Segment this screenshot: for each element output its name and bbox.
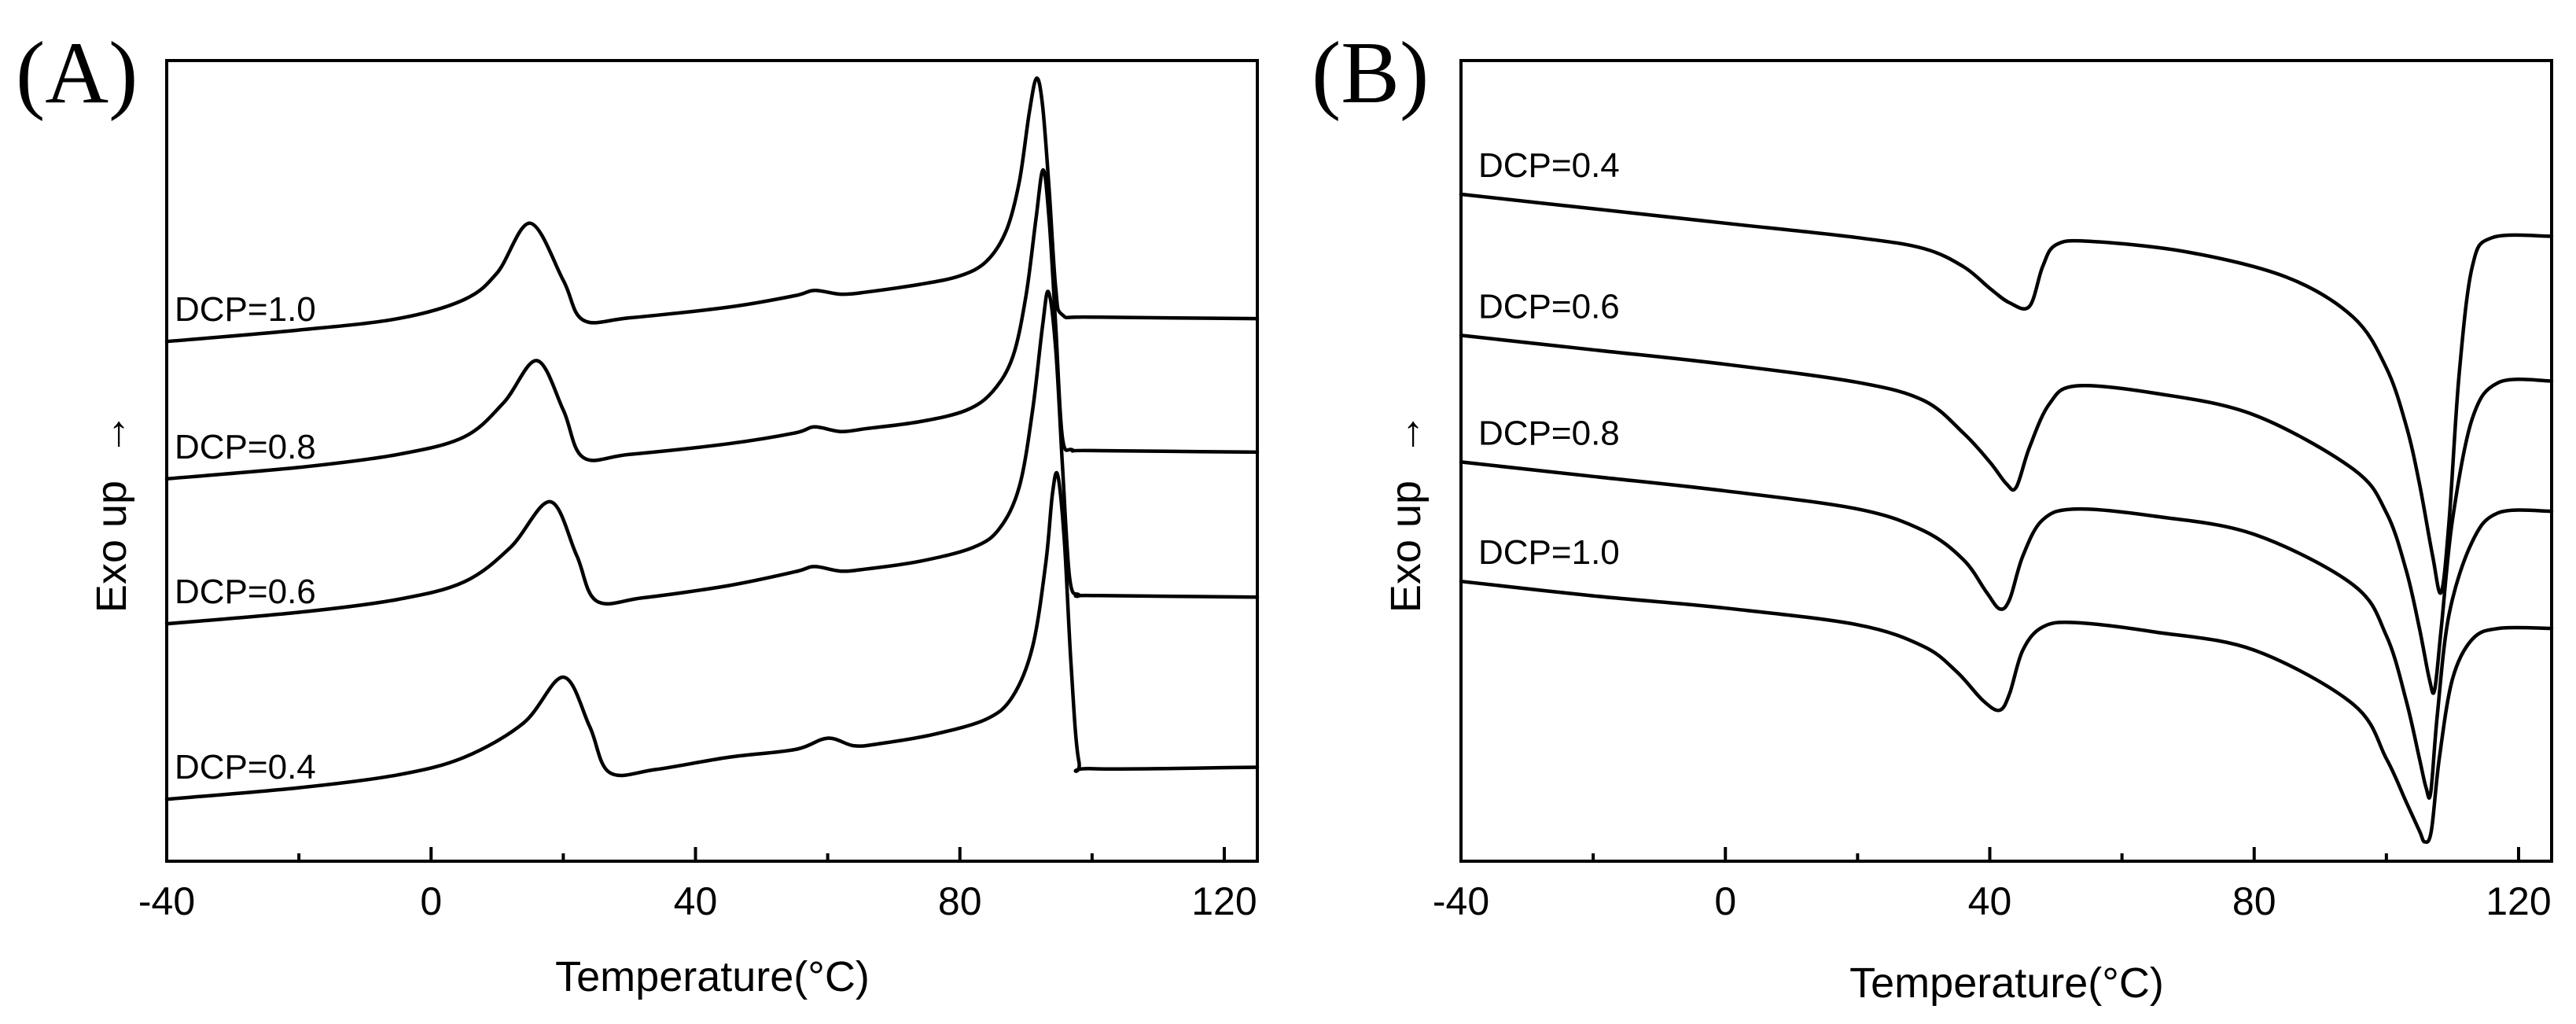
series-label: DCP=0.8 [1478,414,1620,452]
series-label: DCP=0.4 [175,748,316,786]
plot-frame-a [165,59,1259,863]
y-axis-arrow-b: → [1382,413,1430,455]
plot-frame-b [1459,59,2553,863]
x-tick-label: 40 [1968,879,2012,923]
y-axis-title-a: Exo up [88,481,135,613]
x-tick-label: 40 [674,879,718,923]
x-tick-label: 0 [420,879,442,923]
x-tick-label: 80 [2232,879,2276,923]
curves-b [1459,192,2554,844]
series-curve-dcp-1-0 [1459,579,2554,844]
curves-a [164,76,1260,801]
series-label: DCP=0.6 [175,573,316,611]
series-label: DCP=0.4 [1478,146,1620,185]
series-curve-dcp-0-6 [164,289,1260,626]
series-labels-a: DCP=1.0 DCP=0.8 DCP=0.6 DCP=0.4 [175,290,316,786]
series-label: DCP=1.0 [1478,533,1620,572]
y-axis-title-group-b: Exo up → [1382,413,1430,613]
x-axis-title-b: Temperature(°C) [1849,960,2164,1007]
x-ticks-b: -40 0 40 80 120 [1433,847,2552,923]
series-label: DCP=0.6 [1478,287,1620,326]
panel-b: (B) -40 0 40 80 120 DCP=0.4DCP=0.6DCP=0.8DCP… [1312,24,2554,1007]
series-curve-dcp-1-0 [164,76,1260,344]
y-axis-title-b: Exo up [1382,481,1430,613]
x-tick-label: 120 [2486,879,2551,923]
series-curve-dcp-0-8 [1459,460,2554,800]
y-axis-title-group-a: Exo up → [88,413,135,613]
x-tick-label: 0 [1714,879,1736,923]
series-label: DCP=0.8 [175,428,316,466]
panel-a: (A) -40 0 40 80 120 DCP=1.0DCP=0.8DCP=0.6DCP… [16,24,1260,1000]
series-labels-b: DCP=0.4 DCP=0.6 DCP=0.8 DCP=1.0 [1478,146,1620,572]
x-tick-label: 80 [938,879,982,923]
series-curve-dcp-0-8 [164,168,1260,481]
x-tick-label: -40 [138,879,195,923]
series-curve-dcp-0-4 [1459,192,2554,595]
series-label: DCP=1.0 [175,290,316,329]
x-axis-title-a: Temperature(°C) [555,953,870,1000]
x-tick-label: -40 [1433,879,1489,923]
panel-label-b: (B) [1312,24,1429,122]
y-axis-arrow-a: → [88,413,135,455]
series-curve-dcp-0-4 [164,470,1260,801]
x-tick-label: 120 [1191,879,1257,923]
series-curve-dcp-0-6 [1459,333,2554,695]
panel-label-a: (A) [16,24,138,122]
x-ticks-a: -40 0 40 80 120 [138,847,1257,923]
